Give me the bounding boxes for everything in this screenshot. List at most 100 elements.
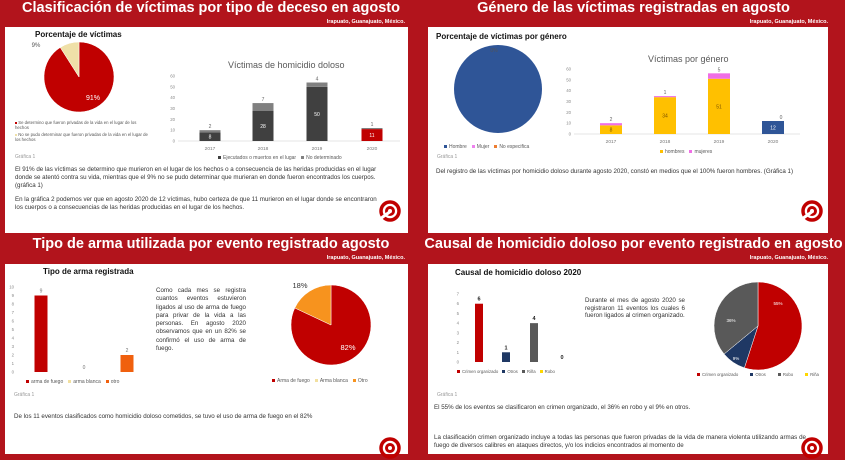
legend-item: Riña [805, 372, 819, 377]
legend-label: Se determino que fueron privadas de la v… [15, 120, 137, 130]
data-label: 51 [716, 104, 722, 110]
data-label: 2 [126, 348, 129, 354]
legend-item: No especifica [494, 144, 529, 150]
legend-item: No se pudo determinar que fueron privada… [15, 132, 150, 142]
bar-segment [708, 73, 730, 79]
pie-slice [713, 281, 759, 355]
pie-slice [59, 41, 80, 78]
chart-title: Porcentaje de víctimas [35, 30, 122, 39]
y-tick-label: 3 [12, 344, 15, 349]
chart-title: Causal de homicidio doloso 2020 [455, 268, 582, 277]
paragraph: El 55% de los eventos se clasificaron en… [434, 404, 691, 411]
figure-caption: Gráfica 1 [15, 154, 36, 160]
bar-segment [252, 103, 274, 111]
legend-item: mujeres [689, 149, 712, 155]
pie-slice [294, 284, 332, 326]
data-label: 11 [369, 133, 374, 139]
bar-segment [361, 128, 383, 130]
legend-label: arma blanca [73, 379, 101, 385]
chart-title: Víctimas de homicidio doloso [228, 60, 345, 70]
y-tick-label: 1 [457, 350, 460, 355]
y-tick-label: 50 [170, 84, 175, 89]
bar-segment [199, 130, 221, 133]
legend-label: hombres [665, 149, 685, 155]
paragraph: La clasificación crimen organizado inclu… [434, 434, 806, 449]
legend-label: Ejecutados o muertos en el lugar [223, 155, 297, 161]
logo-icon [379, 437, 401, 459]
legend-label: No determinado [306, 155, 342, 161]
paragraph: De los 11 eventos clasificados como homi… [14, 413, 313, 420]
chart-legend: Hombre Mujer No especifica [444, 144, 529, 150]
pie-label: 82% [340, 343, 355, 352]
legend-item: Arma blanca [314, 378, 348, 384]
chart-legend: hombres mujeres [660, 149, 712, 155]
y-tick-label: 60 [566, 67, 571, 72]
y-tick-label: 5 [457, 311, 460, 316]
y-tick-label: 0 [569, 132, 572, 137]
data-label: 2 [610, 117, 613, 123]
chart-legend: Ejecutados o muertos en el lugar No dete… [218, 155, 342, 161]
legend-label: Mujer [476, 144, 490, 150]
data-label: 9 [40, 289, 43, 295]
y-tick-label: 1 [12, 361, 15, 366]
legend-label: arma de fuego [31, 379, 64, 385]
data-label: 4 [316, 77, 319, 83]
side-paragraph: Durante el mes de agosto 2020 se registr… [585, 297, 685, 319]
data-label: 12 [770, 126, 776, 132]
data-label: 50 [314, 112, 320, 118]
chart-title: Víctimas por género [648, 54, 729, 64]
y-tick-label: 7 [457, 292, 460, 297]
y-tick-label: 2 [457, 340, 460, 345]
legend-item: Crimen organizado [697, 372, 738, 377]
legend-label: Arma de fuego [277, 378, 310, 384]
data-label: 0 [83, 365, 86, 371]
x-tick-label: 2020 [768, 139, 779, 145]
data-label: 5 [718, 67, 721, 73]
panel2-title: Género de las víctimas registradas en ag… [477, 0, 790, 16]
legend-label: Otros [755, 372, 766, 377]
bar [120, 355, 134, 372]
legend-item: Arma de fuego [272, 378, 310, 384]
legend-item: arma de fuego [26, 379, 63, 385]
pie-label: 36% [726, 318, 735, 323]
data-label: 0 [780, 115, 783, 121]
pie-label: 9% [32, 43, 41, 49]
legend-label: mujeres [694, 149, 713, 155]
y-tick-label: 2 [12, 353, 15, 358]
legend-item: Otros [502, 369, 518, 374]
legend-label: Arma blanca [319, 378, 348, 384]
bar-segment [762, 121, 784, 134]
y-tick-label: 3 [457, 330, 460, 335]
legend-item: Otros [750, 372, 766, 377]
chart-title: Porcentaje de víctimas por género [436, 32, 567, 41]
legend-item: hombres [660, 149, 684, 155]
paragraph: El 91% de las víctimas se determino que … [15, 166, 377, 189]
x-tick-label: 2019 [312, 146, 323, 152]
legend-item: Hombre [444, 144, 467, 150]
figure-caption: Gráfica 1 [14, 392, 35, 398]
panel4-title: Causal de homicidio doloso por evento re… [424, 236, 843, 252]
y-tick-label: 8 [12, 302, 15, 307]
bar-segment [654, 96, 676, 98]
data-label: 1 [664, 90, 667, 96]
panel2-location: Irapuato, Guanajuato, México. [749, 19, 828, 25]
pie-label: 0% [490, 48, 498, 54]
data-label: 8 [209, 135, 212, 141]
pie-label: 100% [489, 134, 505, 140]
y-tick-label: 10 [9, 285, 14, 290]
panel3-title: Tipo de arma utilizada por evento regist… [32, 236, 390, 252]
y-tick-label: 40 [566, 88, 571, 93]
legend-label: otro [110, 379, 120, 385]
bar-segment [654, 97, 676, 134]
legend-label: Riña [810, 372, 819, 377]
y-tick-label: 60 [170, 74, 175, 79]
pie-slice [43, 41, 115, 113]
bar-segment [199, 132, 221, 141]
y-tick-label: 9 [12, 293, 15, 298]
pie-slice [454, 45, 542, 133]
bar-segment [252, 110, 274, 141]
paragraph: En la gráfica 2 podemos ver que en agost… [15, 196, 377, 211]
pie-label: 9% [733, 356, 740, 361]
data-label: 2 [209, 124, 212, 130]
legend-label: No especifica [499, 144, 530, 150]
